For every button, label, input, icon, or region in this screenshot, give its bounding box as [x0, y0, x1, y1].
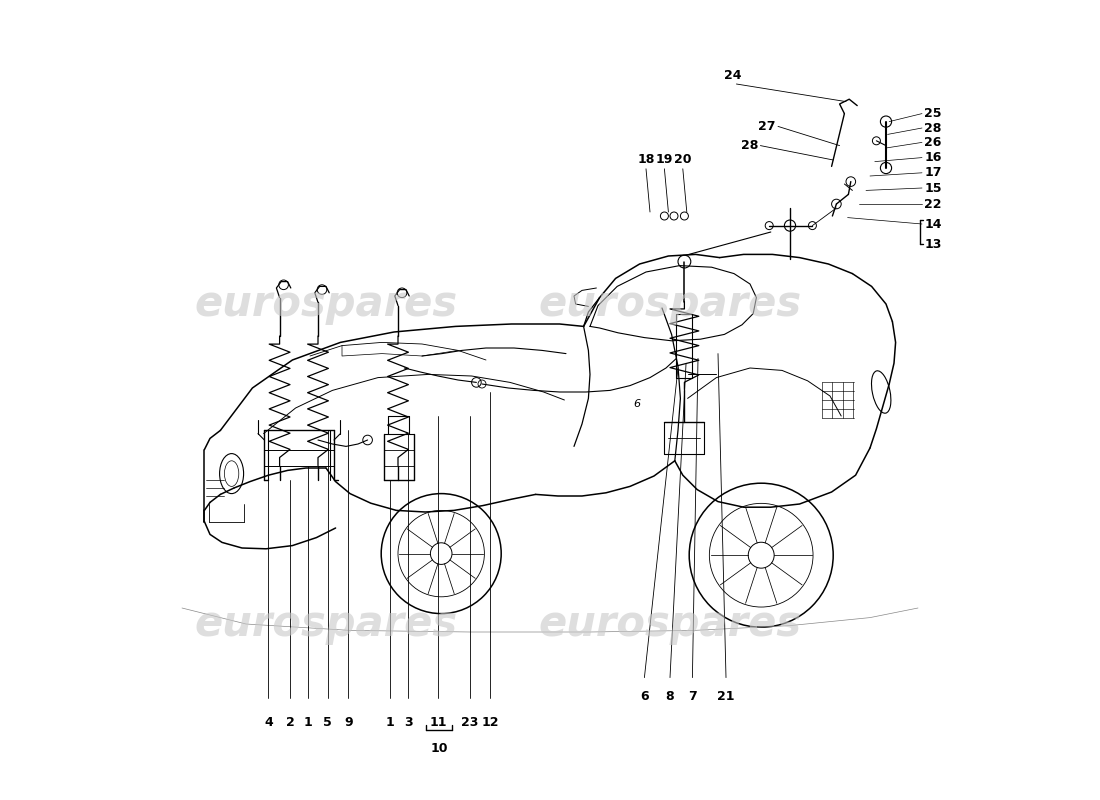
Text: 13: 13 — [924, 238, 942, 250]
Text: 17: 17 — [924, 166, 942, 179]
Text: 6: 6 — [640, 690, 649, 702]
Text: 20: 20 — [674, 154, 692, 166]
Text: 21: 21 — [717, 690, 735, 702]
Text: 2: 2 — [286, 716, 295, 729]
Text: eurospares: eurospares — [538, 283, 802, 325]
Text: 1: 1 — [386, 716, 395, 729]
Text: 26: 26 — [924, 136, 942, 149]
Text: 25: 25 — [924, 107, 942, 120]
Text: eurospares: eurospares — [538, 603, 802, 645]
Text: 6: 6 — [632, 399, 640, 409]
Text: 24: 24 — [724, 69, 741, 82]
Text: 12: 12 — [482, 716, 498, 729]
Text: 7: 7 — [688, 690, 696, 702]
Text: 3: 3 — [404, 716, 412, 729]
Text: 4: 4 — [264, 716, 273, 729]
Text: 23: 23 — [461, 716, 478, 729]
Text: 8: 8 — [666, 690, 674, 702]
Text: 1: 1 — [304, 716, 312, 729]
Text: 28: 28 — [740, 139, 758, 152]
Text: 19: 19 — [656, 154, 673, 166]
Text: 18: 18 — [637, 154, 654, 166]
Text: 5: 5 — [323, 716, 332, 729]
Text: 14: 14 — [924, 218, 942, 230]
Text: 9: 9 — [344, 716, 353, 729]
Text: eurospares: eurospares — [195, 283, 458, 325]
Text: 15: 15 — [924, 182, 942, 194]
Text: 16: 16 — [924, 151, 942, 164]
Text: 22: 22 — [924, 198, 942, 210]
Text: 27: 27 — [758, 120, 776, 133]
Text: 11: 11 — [429, 716, 447, 729]
Text: 10: 10 — [431, 742, 449, 755]
Text: 28: 28 — [924, 122, 942, 134]
Text: eurospares: eurospares — [195, 603, 458, 645]
